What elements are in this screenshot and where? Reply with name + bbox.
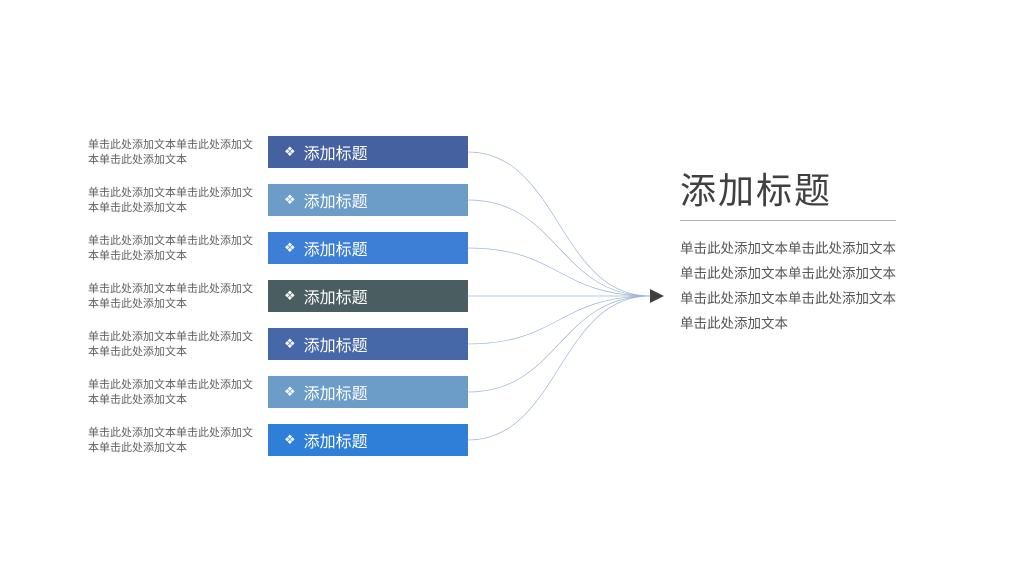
row-bar: ❖ 添加标题 bbox=[268, 232, 468, 264]
row-bar: ❖ 添加标题 bbox=[268, 376, 468, 408]
row-bar-label: 添加标题 bbox=[304, 428, 368, 452]
diamond-bullet-icon: ❖ bbox=[284, 240, 296, 256]
row-bar: ❖ 添加标题 bbox=[268, 136, 468, 168]
diagram-canvas: 添加标题 单击此处添加文本单击此处添加文本单击此处添加文本单击此处添加文本单击此… bbox=[0, 0, 1024, 576]
summary-body-line: 单击此处添加文本单击此处添加文本 bbox=[680, 262, 896, 287]
summary-body-line: 单击此处添加文本 bbox=[680, 312, 896, 337]
diamond-bullet-icon: ❖ bbox=[284, 144, 296, 160]
diamond-bullet-icon: ❖ bbox=[284, 288, 296, 304]
row-bar-label: 添加标题 bbox=[304, 188, 368, 212]
row-description: 单击此处添加文本单击此处添加文本单击此处添加文本 bbox=[88, 282, 258, 313]
row-bar-label: 添加标题 bbox=[304, 140, 368, 164]
summary-body: 单击此处添加文本单击此处添加文本单击此处添加文本单击此处添加文本单击此处添加文本… bbox=[680, 237, 896, 337]
row-bar-label: 添加标题 bbox=[304, 284, 368, 308]
row-description: 单击此处添加文本单击此处添加文本单击此处添加文本 bbox=[88, 426, 258, 457]
row-description: 单击此处添加文本单击此处添加文本单击此处添加文本 bbox=[88, 234, 258, 265]
row-bar: ❖ 添加标题 bbox=[268, 184, 468, 216]
row-description: 单击此处添加文本单击此处添加文本单击此处添加文本 bbox=[88, 186, 258, 217]
diamond-bullet-icon: ❖ bbox=[284, 336, 296, 352]
row-bar-label: 添加标题 bbox=[304, 380, 368, 404]
diamond-bullet-icon: ❖ bbox=[284, 432, 296, 448]
summary-block: 添加标题 单击此处添加文本单击此处添加文本单击此处添加文本单击此处添加文本单击此… bbox=[680, 162, 896, 337]
row-bar-label: 添加标题 bbox=[304, 332, 368, 356]
summary-body-line: 单击此处添加文本单击此处添加文本 bbox=[680, 287, 896, 312]
row-bar-label: 添加标题 bbox=[304, 236, 368, 260]
row-description: 单击此处添加文本单击此处添加文本单击此处添加文本 bbox=[88, 378, 258, 409]
summary-body-line: 单击此处添加文本单击此处添加文本 bbox=[680, 237, 896, 262]
row-bar: ❖ 添加标题 bbox=[268, 328, 468, 360]
row-description: 单击此处添加文本单击此处添加文本单击此处添加文本 bbox=[88, 330, 258, 361]
row-bar: ❖ 添加标题 bbox=[268, 280, 468, 312]
row-bar: ❖ 添加标题 bbox=[268, 424, 468, 456]
diamond-bullet-icon: ❖ bbox=[284, 384, 296, 400]
arrowhead-icon bbox=[650, 289, 664, 303]
summary-title: 添加标题 bbox=[680, 162, 896, 221]
diamond-bullet-icon: ❖ bbox=[284, 192, 296, 208]
row-description: 单击此处添加文本单击此处添加文本单击此处添加文本 bbox=[88, 138, 258, 169]
